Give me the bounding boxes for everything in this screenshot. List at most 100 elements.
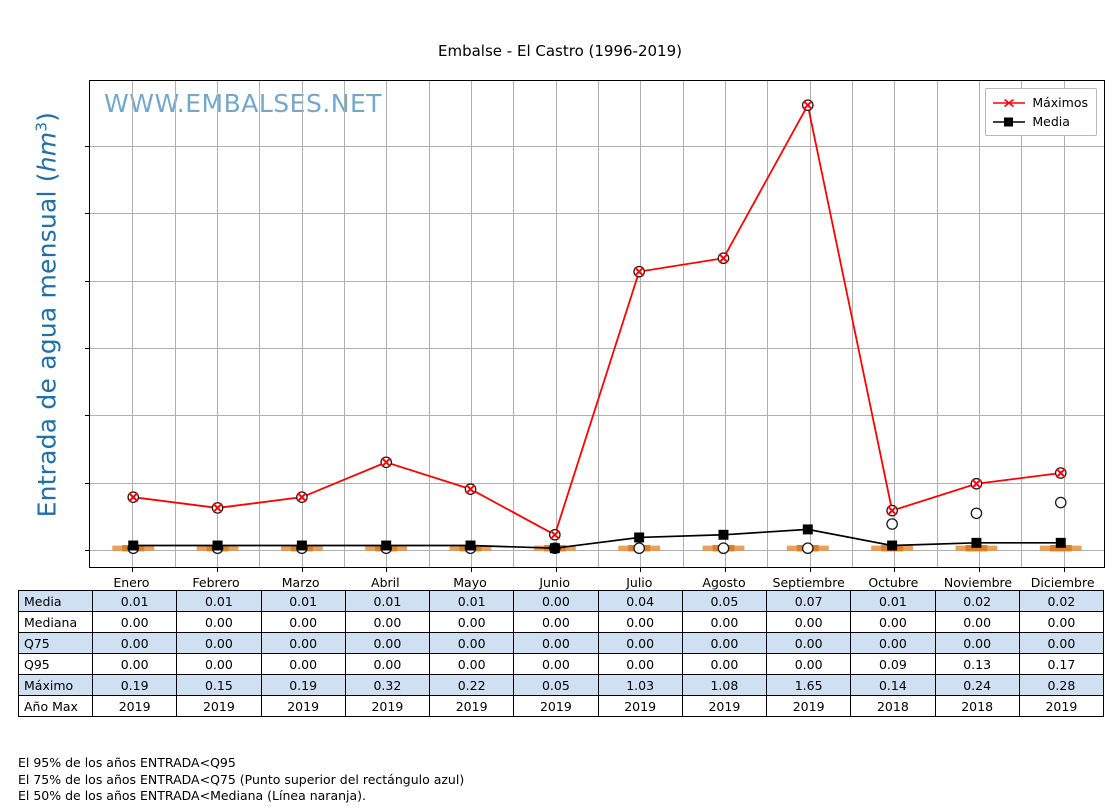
data-point-media <box>381 540 392 551</box>
data-point-maximos <box>633 265 645 278</box>
gridline-vertical <box>598 81 599 567</box>
y-tick-mark <box>85 280 90 282</box>
gridline-horizontal <box>90 280 1104 282</box>
gridline-vertical-center <box>1063 81 1065 567</box>
table-cell: 0.05 <box>681 590 768 612</box>
gridline-vertical <box>936 81 938 567</box>
table-cell: 0.00 <box>91 653 178 675</box>
watermark: WWW.EMBALSES.NET <box>104 89 383 118</box>
gridline-horizontal <box>90 550 1104 552</box>
x-tick-mark <box>301 567 303 572</box>
table-cell: 2019 <box>597 695 683 717</box>
table-cell: 0.01 <box>260 590 346 612</box>
q75-box <box>965 545 988 552</box>
table-cell: 0.09 <box>850 653 936 675</box>
table-cell: 2019 <box>91 695 178 717</box>
y-axis-label: Entrada de agua mensual (hm3) <box>32 80 61 550</box>
table-cell: 0.00 <box>91 611 178 633</box>
x-tick-label: Diciembre <box>1030 575 1095 590</box>
legend-item[interactable]: Máximos <box>992 93 1088 112</box>
table-cell: 0.14 <box>850 674 936 696</box>
legend-item[interactable]: Media <box>992 112 1088 131</box>
y-tick-mark <box>85 482 90 484</box>
gridline-vertical <box>682 81 684 567</box>
table-cell: 1.03 <box>597 674 683 696</box>
table-row: Q75 0.00 0.00 0.00 0.00 0.00 0.00 0.00 0.00 0.00 0… <box>18 632 1105 654</box>
gridline-horizontal <box>90 145 1104 147</box>
data-point-maximos <box>380 456 393 469</box>
gridline-vertical <box>174 81 176 567</box>
data-point-media <box>128 540 139 551</box>
table-cell: 0.22 <box>428 674 515 696</box>
gridline-vertical <box>513 81 515 567</box>
table-cell: 0.00 <box>934 632 1020 654</box>
footnote-line: El 50% de los años ENTRADA<Mediana (Líne… <box>18 788 367 803</box>
data-point-maximos <box>801 99 814 111</box>
footnotes: El 95% de los años ENTRADA<Q95 El 75% de … <box>18 755 464 805</box>
table-row: Q95 0.00 0.00 0.00 0.00 0.00 0.00 0.00 0.00 0.00 0… <box>18 653 1105 675</box>
table-cell: 0.00 <box>428 632 515 654</box>
data-point-media <box>718 529 729 540</box>
q95-marker <box>1054 496 1067 509</box>
table-cell: 0.00 <box>597 632 683 654</box>
x-tick-label: Noviembre <box>943 575 1013 590</box>
table-cell: 0.00 <box>176 611 262 633</box>
gridline-vertical <box>1021 81 1023 567</box>
q95-marker <box>886 518 898 530</box>
x-tick-label: Octubre <box>868 575 919 590</box>
table-cell: 0.00 <box>597 611 683 633</box>
boxplot-element <box>1039 545 1082 552</box>
x-tick-label: Agosto <box>702 575 746 590</box>
series-line-maximos <box>133 102 1061 537</box>
table-row-label: Mediana <box>18 611 93 633</box>
legend: Máximos Media <box>985 88 1097 136</box>
table-cell: 2019 <box>176 695 262 717</box>
x-tick-mark <box>386 567 388 572</box>
y-axis-label-text: Entrada de agua mensual ( <box>32 172 62 518</box>
series-line-media <box>133 528 1061 550</box>
table-cell: 0.00 <box>176 632 262 654</box>
x-tick-label: Enero <box>113 575 150 590</box>
data-point-maximos <box>1054 467 1067 479</box>
gridline-vertical-center <box>471 81 472 567</box>
table-cell: 0.13 <box>934 653 1020 675</box>
data-point-media <box>802 524 813 535</box>
gridline-vertical <box>344 81 345 567</box>
table-cell: 1.08 <box>681 674 768 696</box>
x-tick-label: Julio <box>626 575 653 590</box>
y-axis-label-paren: ) <box>32 111 62 122</box>
table-cell: 0.00 <box>344 632 431 654</box>
q75-box <box>1049 545 1072 552</box>
data-point-maximos <box>549 528 561 541</box>
table-cell: 0.00 <box>513 590 599 612</box>
x-tick-mark <box>555 567 557 572</box>
data-point-media <box>212 540 223 551</box>
series-layer <box>112 99 1082 555</box>
y-tick-mark <box>85 145 90 147</box>
q95-marker <box>633 542 645 555</box>
data-point-maximos <box>464 483 477 495</box>
gridline-horizontal <box>90 213 1104 215</box>
x-tick-mark <box>132 567 134 572</box>
table-cell: 0.04 <box>597 590 683 612</box>
table-cell: 0.19 <box>260 674 346 696</box>
table-cell: 0.00 <box>681 653 768 675</box>
data-point-media <box>1055 537 1066 548</box>
table-cell: 0.07 <box>765 590 852 612</box>
table-cell: 0.01 <box>428 590 515 612</box>
page-title: Embalse - El Castro (1996-2019) <box>438 42 682 60</box>
footnote-line: El 95% de los años ENTRADA<Q95 <box>18 755 236 770</box>
x-tick-label: Junio <box>539 575 570 590</box>
plot-area: WWW.EMBALSES.NET 0.000.250.500.751.001.2… <box>85 80 1105 572</box>
table-cell: 0.00 <box>934 611 1020 633</box>
table-cell: 0.00 <box>765 653 852 675</box>
gridline-vertical <box>428 81 430 567</box>
table-cell: 0.00 <box>765 611 852 633</box>
data-point-maximos <box>127 491 140 504</box>
table-cell: 0.15 <box>176 674 262 696</box>
table-cell: 0.00 <box>765 632 852 654</box>
legend-marker-maximos-icon <box>993 98 1026 107</box>
table-cell: 2019 <box>681 695 768 717</box>
table-cell: 0.00 <box>428 611 515 633</box>
